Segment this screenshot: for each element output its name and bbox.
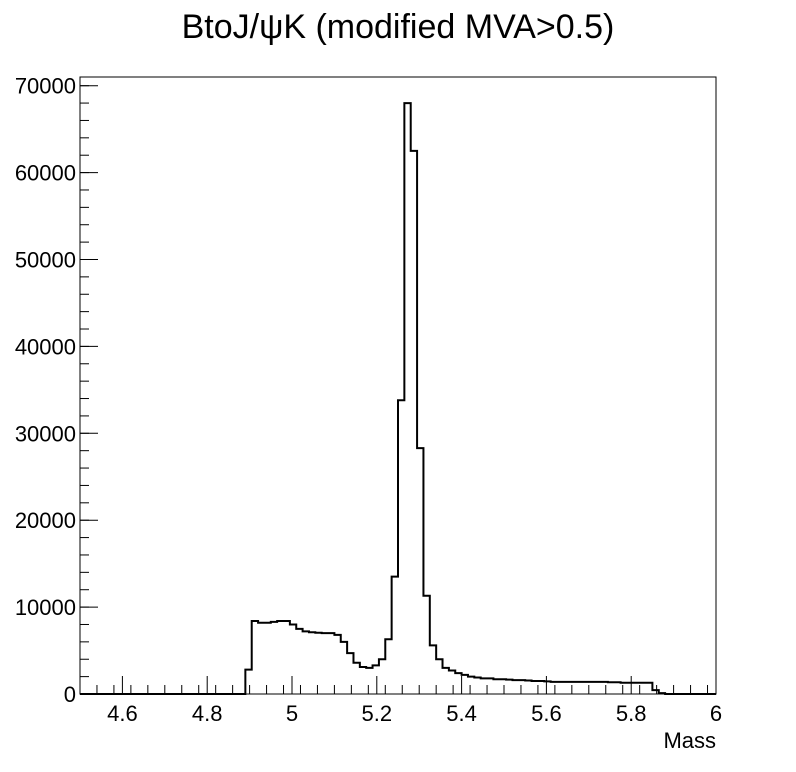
y-tick-label: 40000 <box>15 334 76 359</box>
x-tick-label: 5.8 <box>616 701 647 726</box>
y-tick-label: 60000 <box>15 161 76 186</box>
x-axis-label: Mass <box>663 728 716 753</box>
x-tick-label: 6 <box>710 701 722 726</box>
x-tick-label: 5.4 <box>446 701 477 726</box>
histogram-series <box>80 102 716 695</box>
x-tick-label: 5.2 <box>362 701 393 726</box>
chart-title: BtoJ/ψK (modified MVA>0.5) <box>182 8 615 46</box>
y-tick-label: 10000 <box>15 595 76 620</box>
x-tick-label: 4.6 <box>107 701 138 726</box>
y-tick-label: 0 <box>64 682 76 707</box>
y-tick-label: 70000 <box>15 74 76 99</box>
x-tick-label: 5.6 <box>531 701 562 726</box>
x-tick-label: 4.8 <box>192 701 223 726</box>
x-tick-label: 5 <box>286 701 298 726</box>
axis-ticks <box>80 85 717 695</box>
axis-tick-labels: 4.6 4.8 5 5.2 5.4 5.6 5.8 6 0 10000 20000 30000 4000… <box>15 74 722 726</box>
y-tick-label: 30000 <box>15 421 76 446</box>
y-tick-label: 50000 <box>15 247 76 272</box>
plot-frame <box>79 76 717 695</box>
y-tick-label: 20000 <box>15 508 76 533</box>
